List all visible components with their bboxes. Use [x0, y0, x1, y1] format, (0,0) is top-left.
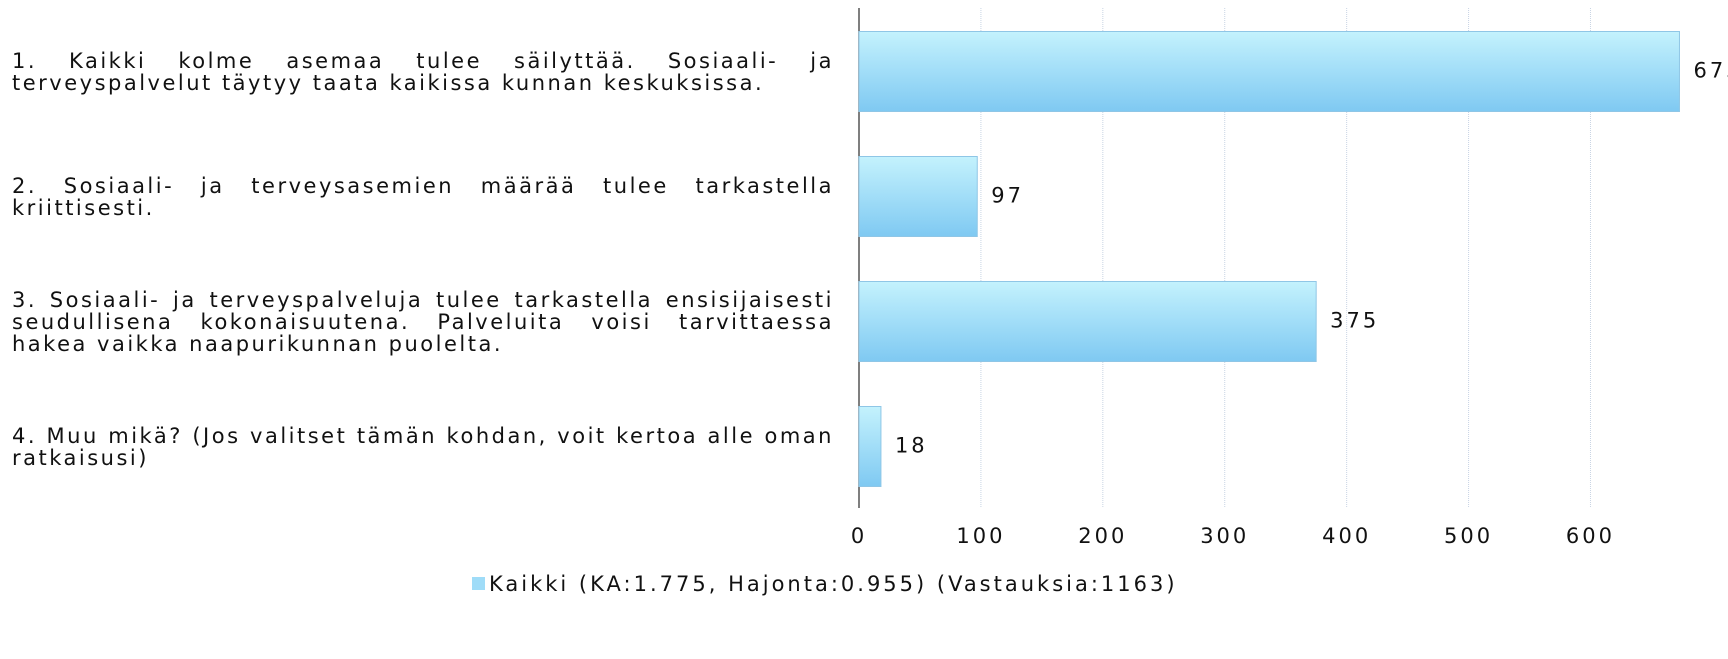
x-tick-label: 500: [1444, 524, 1493, 548]
x-tick-label: 100: [956, 524, 1005, 548]
category-label: 1. Kaikki kolme asemaa tulee säilyttää. …: [12, 48, 834, 95]
x-tick-label: 300: [1200, 524, 1249, 548]
category-label: 4. Muu mikä? (Jos valitset tämän kohdan,…: [12, 423, 834, 470]
x-tick-label: 600: [1566, 524, 1615, 548]
legend-label: Kaikki (KA:1.775, Hajonta:0.955) (Vastau…: [489, 572, 1178, 596]
legend-swatch: [472, 577, 485, 590]
category-label: 3. Sosiaali- ja terveyspalveluja tulee t…: [12, 287, 834, 356]
value-label: 375: [1330, 309, 1379, 333]
value-label: 18: [895, 434, 928, 458]
category-label: 2. Sosiaali- ja terveysasemien määrää tu…: [12, 173, 834, 220]
x-tick-label: 400: [1322, 524, 1371, 548]
x-tick-label: 200: [1078, 524, 1127, 548]
value-label: 673: [1693, 59, 1728, 83]
x-tick-label: 0: [851, 524, 867, 548]
bar: [858, 31, 1680, 112]
bar: [858, 281, 1317, 362]
value-label: 97: [991, 184, 1024, 208]
bar: [858, 156, 978, 237]
bar: [858, 406, 882, 487]
